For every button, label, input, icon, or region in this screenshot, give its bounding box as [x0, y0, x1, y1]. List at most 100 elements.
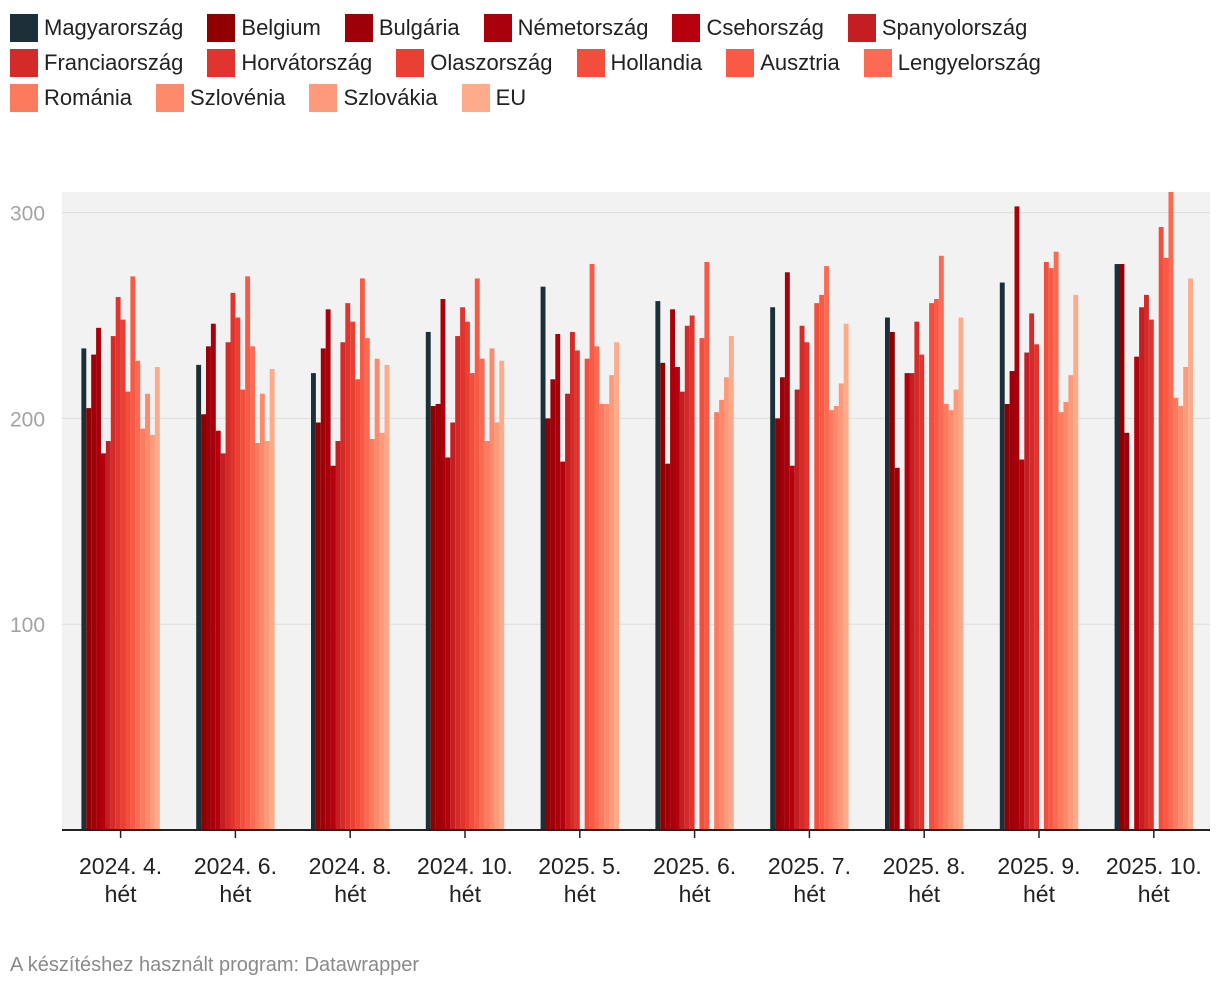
bar: [435, 403, 441, 830]
bar: [460, 307, 465, 830]
bar: [315, 422, 321, 830]
bar: [775, 418, 780, 830]
bar: [1058, 412, 1064, 830]
bar: [919, 354, 925, 830]
bar: [699, 338, 705, 830]
legend-item: Szlovákia: [309, 83, 438, 112]
bar: [345, 303, 351, 830]
bar: [135, 360, 141, 830]
bar: [1029, 313, 1035, 830]
bar: [430, 406, 436, 830]
bar: [938, 255, 944, 831]
x-tick-label: hét: [1138, 881, 1171, 907]
bar: [445, 457, 451, 830]
bar: [1024, 352, 1030, 830]
legend-item: Hollandia: [576, 48, 703, 77]
bar: [210, 323, 216, 830]
legend-label: Szlovénia: [190, 84, 286, 110]
bar: [584, 358, 590, 830]
legend-swatch: [483, 13, 512, 42]
bar: [1163, 257, 1169, 830]
bar: [614, 342, 619, 830]
bar: [259, 393, 265, 830]
legend-swatch: [461, 83, 490, 112]
legend-item: Románia: [10, 83, 132, 112]
legend-label: Olaszország: [430, 49, 553, 75]
bar: [479, 358, 485, 830]
bar: [574, 350, 580, 830]
legend-label: Lengyelország: [897, 49, 1041, 75]
bar: [494, 422, 500, 830]
bar: [1119, 264, 1125, 830]
bar: [1053, 251, 1059, 830]
bar: [455, 336, 461, 830]
legend-swatch: [672, 13, 701, 42]
x-tick-label: hét: [105, 881, 138, 907]
bar: [240, 389, 246, 830]
bar: [245, 276, 251, 830]
legend-item: EU: [461, 83, 526, 112]
bar: [570, 331, 575, 830]
bar: [599, 403, 605, 830]
bar: [1124, 432, 1130, 830]
bar: [101, 453, 106, 830]
bar: [1048, 268, 1054, 830]
legend-item: Szlovénia: [156, 83, 286, 112]
legend-swatch: [207, 13, 236, 42]
bar: [255, 443, 260, 830]
legend-label: Franciaország: [44, 49, 184, 75]
bar: [374, 358, 380, 830]
bar: [140, 428, 146, 830]
bar: [350, 321, 356, 830]
bar: [499, 360, 505, 830]
legend-label: Hollandia: [610, 49, 703, 75]
bar: [1188, 278, 1193, 830]
legend-swatch: [156, 83, 185, 112]
bar: [425, 331, 431, 830]
bar: [665, 463, 671, 830]
bar: [1168, 192, 1174, 830]
legend-item: Franciaország: [10, 48, 184, 77]
bar: [206, 346, 211, 830]
bar: [384, 364, 390, 830]
bar: [675, 366, 680, 830]
x-tick-label: 2024. 8.: [309, 853, 392, 879]
x-tick-label: 2024. 10.: [417, 853, 513, 879]
legend-label: Németország: [517, 14, 649, 40]
bar: [914, 321, 920, 830]
legend-row: Románia Szlovénia Szlovákia EU: [10, 80, 1210, 115]
bar: [235, 317, 241, 830]
bar: [115, 296, 121, 831]
x-tick-label: 2025. 5.: [538, 853, 621, 879]
bar: [1158, 226, 1164, 831]
bar: [1063, 401, 1069, 830]
bar: [105, 441, 111, 830]
bar: [1009, 371, 1015, 830]
x-tick-label: hét: [334, 881, 367, 907]
bar: [1178, 406, 1184, 830]
bar: [714, 412, 720, 830]
bar: [1183, 366, 1189, 830]
bar: [889, 331, 895, 830]
credit-footer: A készítéshez használt program: Datawrap…: [10, 954, 420, 976]
bar: [904, 373, 910, 830]
bars: [81, 192, 1193, 831]
bar: [655, 301, 661, 831]
y-tick-label: 200: [10, 408, 45, 431]
bar: [724, 377, 729, 830]
bar: [999, 282, 1005, 830]
bar: [550, 379, 556, 830]
x-tick-label: 2024. 4.: [79, 853, 162, 879]
bar: [784, 272, 790, 830]
bar: [269, 368, 275, 830]
bar: [1173, 397, 1179, 830]
bar: [1014, 206, 1020, 830]
bar: [364, 338, 370, 830]
bar: [474, 278, 480, 830]
bar: [230, 292, 236, 831]
legend-item: Lengyelország: [863, 48, 1041, 77]
bar: [799, 325, 805, 830]
x-tick-label: hét: [219, 881, 252, 907]
legend-swatch: [10, 13, 38, 42]
